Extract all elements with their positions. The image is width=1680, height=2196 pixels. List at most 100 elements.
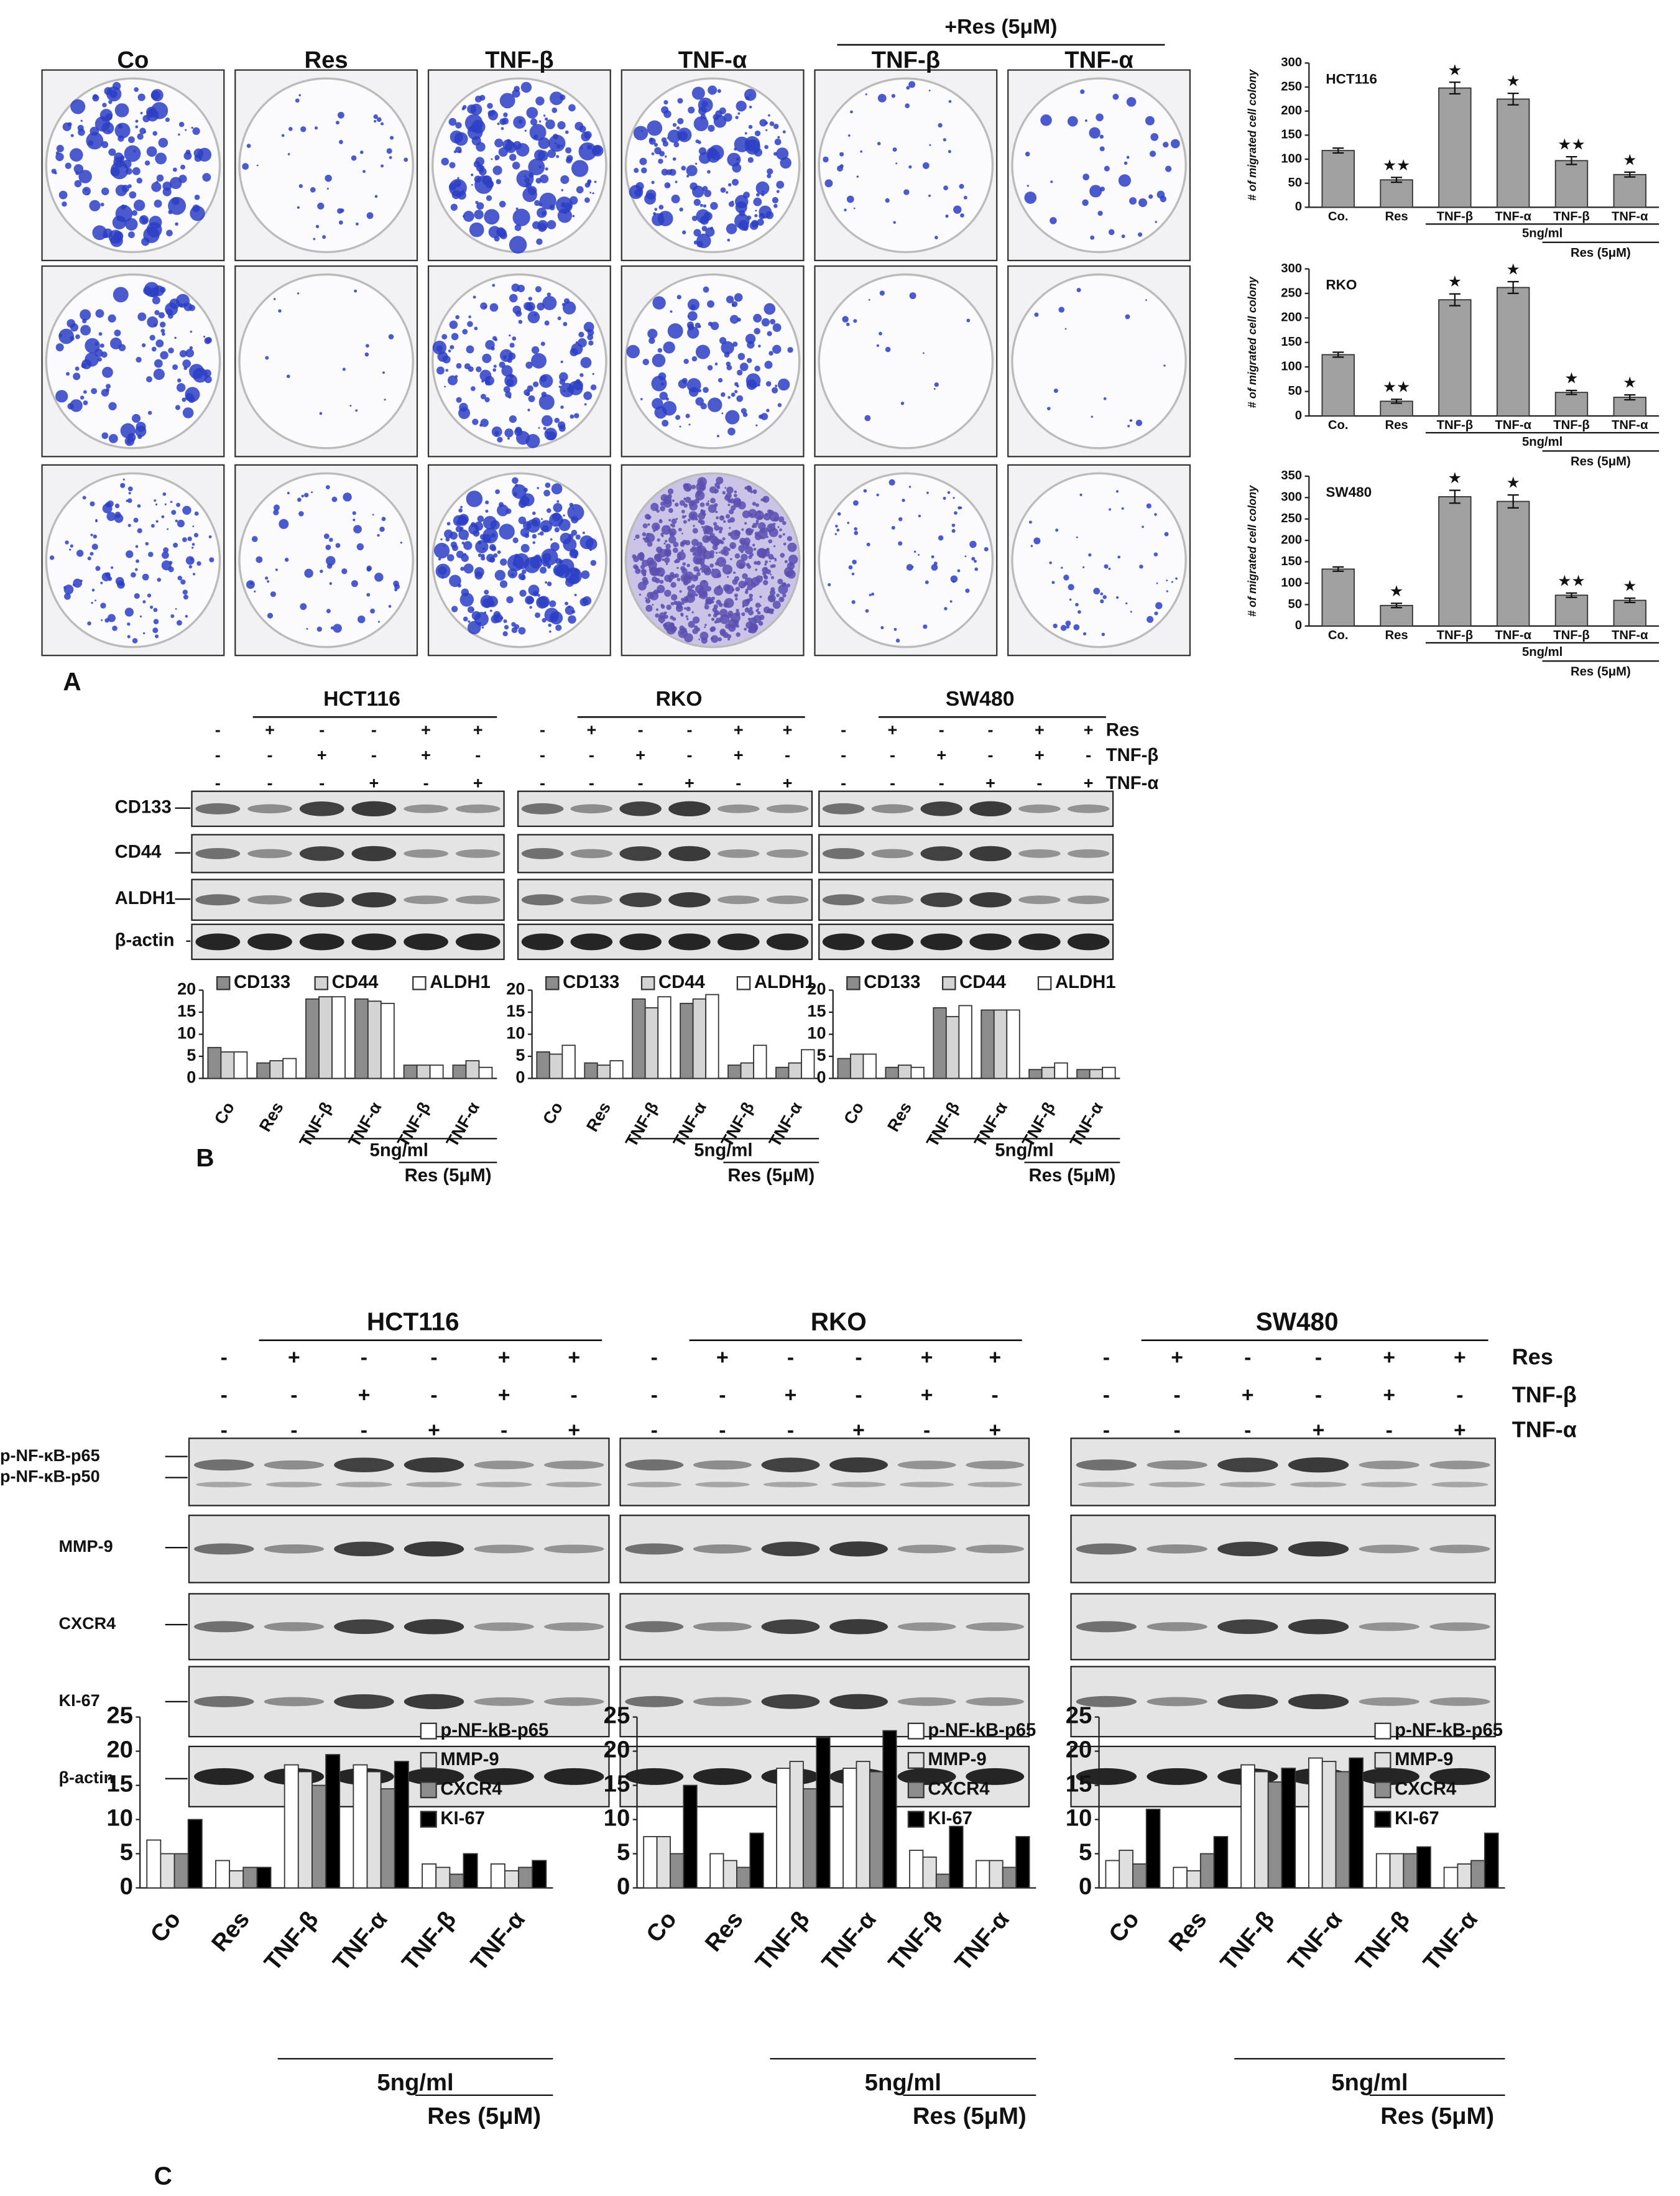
bar — [1380, 179, 1413, 208]
colony — [918, 514, 921, 518]
colony — [518, 516, 527, 525]
treatment-sign: - — [855, 1345, 862, 1369]
colony — [534, 554, 542, 561]
blot-band — [299, 846, 344, 861]
colony — [770, 318, 776, 325]
blot-strip — [1070, 1437, 1496, 1506]
colony — [477, 515, 484, 522]
colony — [579, 535, 594, 550]
colony — [284, 558, 289, 562]
colony — [668, 528, 672, 532]
colony — [764, 575, 768, 580]
colony — [578, 331, 584, 338]
colony — [699, 152, 711, 164]
blot-band — [619, 846, 662, 861]
colony — [458, 508, 463, 513]
colony — [1171, 581, 1173, 583]
colony — [338, 140, 343, 144]
y-tick-label: 0 — [120, 1873, 133, 1900]
colony — [120, 582, 124, 586]
colony — [699, 203, 703, 207]
blot-band — [404, 1768, 464, 1785]
cell-line-label: RKO — [811, 1307, 867, 1336]
colony — [854, 530, 859, 535]
colony — [306, 627, 308, 630]
colony — [484, 397, 490, 403]
colony — [320, 570, 323, 573]
colony — [922, 352, 925, 354]
dish — [1011, 472, 1187, 648]
colony — [86, 132, 104, 150]
legend-label: KI-67 — [440, 1809, 485, 1829]
colony — [133, 200, 145, 211]
legend-label: KI-67 — [1395, 1809, 1439, 1829]
colony — [699, 479, 703, 483]
bar — [958, 1005, 972, 1079]
colony — [499, 524, 515, 540]
colony — [476, 366, 482, 372]
colony — [788, 554, 798, 565]
colony — [114, 103, 129, 118]
blot-strip — [818, 790, 1114, 828]
colony — [148, 551, 154, 557]
colony — [1058, 307, 1065, 313]
bar — [1015, 1836, 1030, 1889]
blot-band — [1147, 1460, 1207, 1470]
colony — [137, 312, 147, 321]
dish — [624, 273, 801, 450]
colony — [180, 579, 186, 585]
colony — [735, 195, 749, 209]
significance: ★★ — [1383, 157, 1410, 174]
colony — [523, 487, 528, 492]
colony — [1153, 552, 1158, 556]
colony — [906, 564, 913, 571]
colony — [140, 216, 144, 219]
colony — [696, 542, 703, 548]
colony — [703, 204, 707, 208]
colony — [661, 168, 668, 176]
colony — [190, 330, 192, 333]
colony — [923, 624, 928, 629]
colony — [1053, 388, 1058, 394]
colony — [853, 207, 856, 210]
colony — [154, 499, 157, 502]
colony — [58, 190, 68, 200]
colony — [563, 514, 565, 517]
colony — [737, 317, 741, 322]
blot-strip — [188, 1666, 610, 1738]
colony — [574, 593, 577, 597]
colony — [760, 604, 762, 607]
colony — [136, 356, 142, 363]
colony — [1137, 232, 1143, 237]
colony — [745, 333, 756, 344]
colony — [456, 550, 464, 558]
colony — [734, 390, 738, 394]
colony — [657, 567, 661, 571]
treatment-sign: + — [852, 1418, 865, 1442]
colony — [1064, 328, 1067, 330]
colony — [735, 586, 741, 592]
blot-band — [521, 847, 564, 859]
colony — [682, 562, 686, 566]
colony — [538, 120, 542, 123]
colony — [680, 566, 686, 571]
colony — [648, 567, 653, 572]
blot-band — [920, 892, 963, 908]
treatment-sign: + — [1313, 1418, 1325, 1442]
colony — [664, 550, 670, 556]
colony — [764, 361, 773, 369]
error-bar — [1624, 597, 1636, 604]
colony — [544, 320, 550, 326]
x-tick-label: Co. — [1328, 210, 1349, 224]
colony — [645, 604, 653, 612]
bar — [856, 1761, 870, 1889]
colony — [642, 532, 647, 537]
blot-strip — [1070, 1593, 1496, 1661]
x-tick-label: Co. — [1328, 418, 1349, 432]
colony — [762, 571, 767, 576]
significance: ★★ — [1558, 137, 1585, 154]
colony — [733, 571, 736, 574]
colony — [548, 134, 566, 152]
bar — [922, 1857, 937, 1889]
colony — [162, 187, 172, 196]
